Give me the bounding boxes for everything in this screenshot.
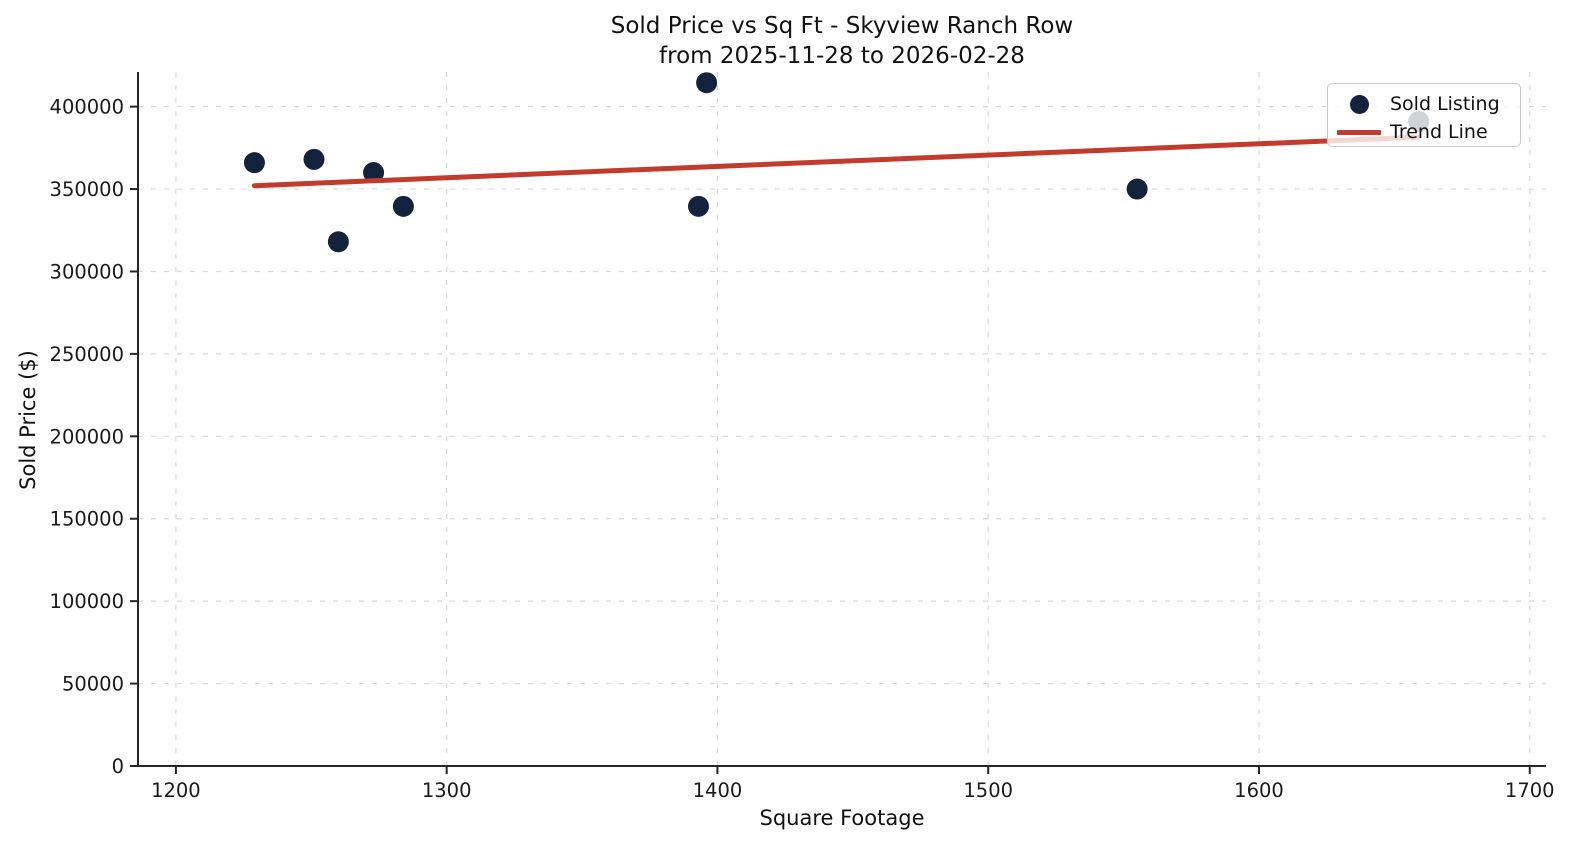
scatter-point	[696, 72, 718, 94]
x-axis-label: Square Footage	[759, 806, 925, 830]
y-tick-label: 400000	[50, 96, 124, 119]
legend-label-trend-line: Trend Line	[1390, 121, 1488, 143]
legend-label-sold-listing: Sold Listing	[1390, 93, 1500, 115]
x-tick-label: 1300	[422, 779, 472, 802]
scatter-point	[687, 195, 709, 217]
x-tick-label: 1200	[151, 779, 201, 802]
x-tick-label: 1600	[1234, 779, 1284, 802]
scatter-point	[392, 195, 414, 217]
x-tick-label: 1500	[963, 779, 1013, 802]
scatter-point	[303, 148, 325, 170]
x-tick-label: 1400	[693, 779, 743, 802]
y-tick-label: 250000	[50, 343, 124, 366]
trend-line	[251, 134, 1422, 189]
y-tick-label: 150000	[50, 508, 124, 531]
legend-item-trend-line: Trend Line	[1328, 118, 1520, 146]
y-tick-label: 300000	[50, 260, 124, 283]
x-tick-label: 1700	[1505, 779, 1555, 802]
scatter-point	[363, 162, 385, 184]
y-tick-label: 100000	[50, 590, 124, 613]
legend: Sold Listing Trend Line	[1327, 83, 1521, 147]
scatter-point	[243, 152, 265, 174]
trend-line-marker-icon	[1337, 129, 1381, 135]
y-axis-label: Sold Price ($)	[16, 350, 40, 490]
y-tick-label: 350000	[50, 178, 124, 201]
scatter-point	[327, 231, 349, 253]
chart-title-line1: Sold Price vs Sq Ft - Skyview Ranch Row	[610, 13, 1074, 39]
chart-title: Sold Price vs Sq Ft - Skyview Ranch Row …	[138, 11, 1546, 71]
legend-item-sold-listing: Sold Listing	[1328, 90, 1520, 118]
y-tick-label: 0	[112, 755, 124, 778]
sold-listing-marker-icon	[1349, 94, 1369, 114]
scatter-point	[1126, 178, 1148, 200]
y-tick-label: 200000	[50, 425, 124, 448]
y-tick-label: 50000	[62, 673, 124, 696]
chart-title-line2: from 2025-11-28 to 2026-02-28	[659, 43, 1025, 69]
